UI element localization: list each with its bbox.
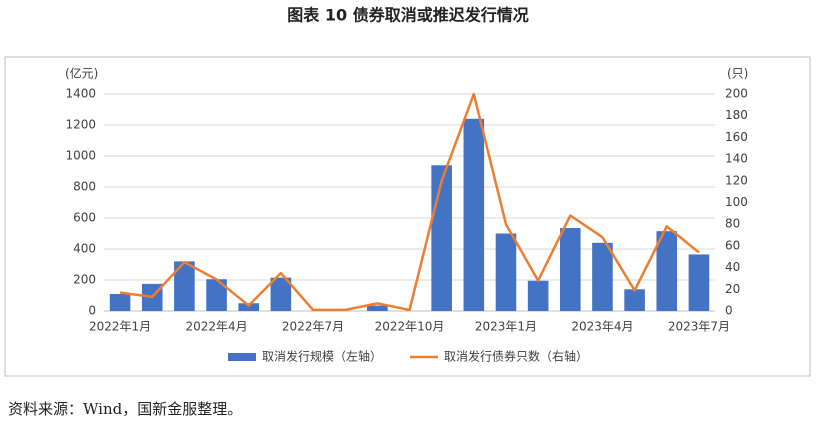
bar [624,289,645,311]
y2-tick-label: 180 [725,108,748,122]
y2-tick-label: 100 [725,195,748,209]
y2-tick-label: 120 [725,173,748,187]
y-tick-label: 0 [88,304,96,318]
bar [109,293,131,311]
bar [463,118,485,311]
legend-label: 取消发行规模（左轴） [262,349,382,364]
y-axis-label: (亿元) [65,66,98,81]
bar [495,233,517,311]
bar [238,303,260,311]
y2-tick-label: 80 [725,217,740,231]
source-note: 资料来源：Wind，国新金服整理。 [8,400,242,418]
y2-tick-label: 20 [725,282,740,296]
x-tick-label: 2022年7月 [282,320,344,334]
x-tick-label: 2022年10月 [375,320,445,334]
bar [431,165,452,311]
x-tick-label: 2022年1月 [89,320,151,334]
bar [656,231,678,311]
bar [174,261,195,311]
bar [527,280,549,311]
y-tick-label: 1000 [65,149,96,163]
y-tick-label: 200 [73,273,96,287]
line-series [119,92,700,312]
x-tick-label: 2023年4月 [571,320,633,334]
bar [206,279,227,311]
bar [367,305,388,311]
chart-title: 图表 10 债券取消或推迟发行情况 [287,6,528,25]
y2-axis-label: (只) [727,67,748,81]
x-tick-label: 2023年7月 [668,320,730,334]
y2-tick-label: 40 [725,260,740,274]
y2-tick-label: 0 [725,304,733,318]
y2-tick-label: 140 [725,152,748,166]
legend-swatch [228,353,256,361]
legend-label: 取消发行债券只数（右轴） [444,349,588,364]
bar [592,242,613,311]
bar [270,277,292,311]
y2-tick-label: 160 [725,130,748,144]
y2-tick-label: 200 [725,87,748,101]
y-tick-label: 800 [73,180,96,194]
y-tick-label: 1200 [65,118,96,132]
x-tick-label: 2022年4月 [185,320,247,334]
bar [688,254,710,311]
x-tick-label: 2023年1月 [475,320,537,334]
chart-border [4,56,811,377]
y-tick-label: 1400 [65,87,96,101]
y-tick-label: 400 [73,242,96,256]
y-tick-label: 600 [73,211,96,225]
bar [559,228,581,311]
y2-tick-label: 60 [725,238,740,252]
